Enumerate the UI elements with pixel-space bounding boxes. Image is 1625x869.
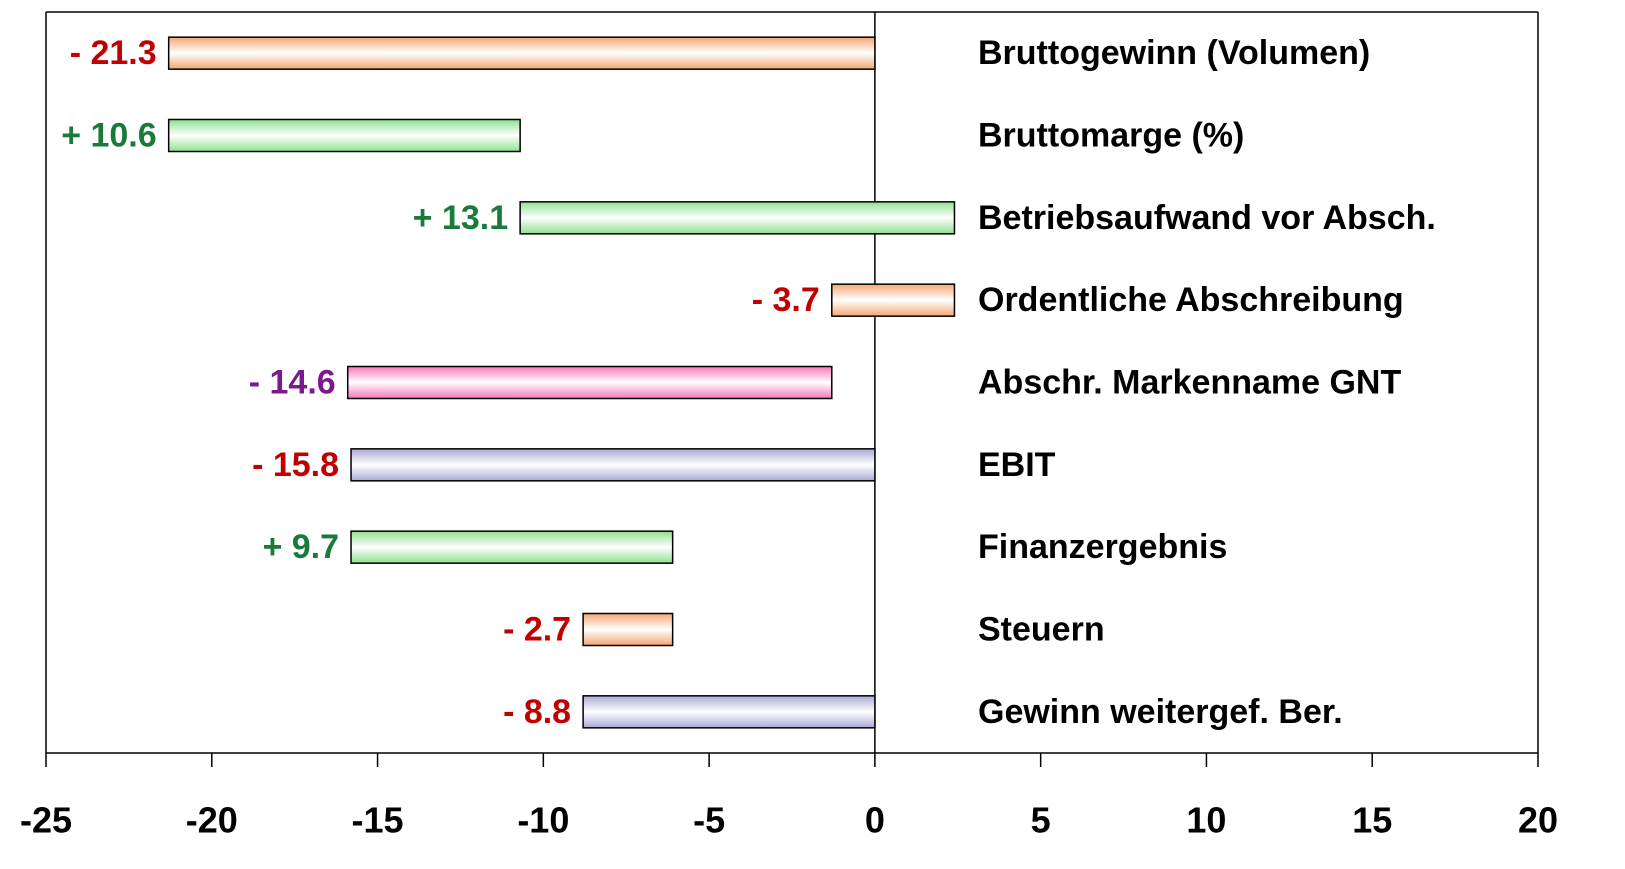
data-label: + 9.7 [262, 528, 339, 566]
x-tick-label: 0 [865, 800, 885, 841]
category-label: Bruttogewinn (Volumen) [978, 34, 1370, 72]
data-label: - 15.8 [252, 446, 339, 484]
x-tick-label: -10 [517, 800, 569, 841]
category-label: Ordentliche Abschreibung [978, 281, 1404, 319]
data-label: - 8.8 [503, 693, 571, 731]
category-label: Steuern [978, 610, 1105, 648]
x-tick-label: 5 [1031, 800, 1051, 841]
category-label: Bruttomarge (%) [978, 116, 1244, 154]
category-label: Abschr. Markenname GNT [978, 363, 1401, 401]
data-label: - 2.7 [503, 610, 571, 648]
x-tick-label: -5 [693, 800, 725, 841]
bar [346, 365, 833, 400]
x-tick-label: 20 [1518, 800, 1558, 841]
category-label: Betriebsaufwand vor Absch. [978, 199, 1436, 237]
bar [831, 283, 956, 317]
x-tick-label: -15 [352, 800, 404, 841]
x-tick-label: -20 [186, 800, 238, 841]
category-label: Gewinn weitergef. Ber. [978, 693, 1343, 731]
data-label: - 3.7 [752, 281, 820, 319]
bar [350, 530, 674, 564]
bar [582, 612, 674, 647]
bar [519, 201, 956, 235]
bar [167, 36, 876, 70]
bar [582, 695, 876, 729]
data-label: - 21.3 [70, 34, 157, 72]
data-label: - 14.6 [249, 363, 336, 401]
x-tick-label: 10 [1186, 800, 1226, 841]
x-tick-label: 15 [1352, 800, 1392, 841]
data-label: + 13.1 [413, 199, 508, 237]
category-label: Finanzergebnis [978, 528, 1227, 566]
bar [167, 118, 521, 153]
bar [350, 448, 876, 482]
category-label: EBIT [978, 446, 1056, 484]
x-tick-label: -25 [20, 800, 72, 841]
data-label: + 10.6 [61, 116, 156, 154]
